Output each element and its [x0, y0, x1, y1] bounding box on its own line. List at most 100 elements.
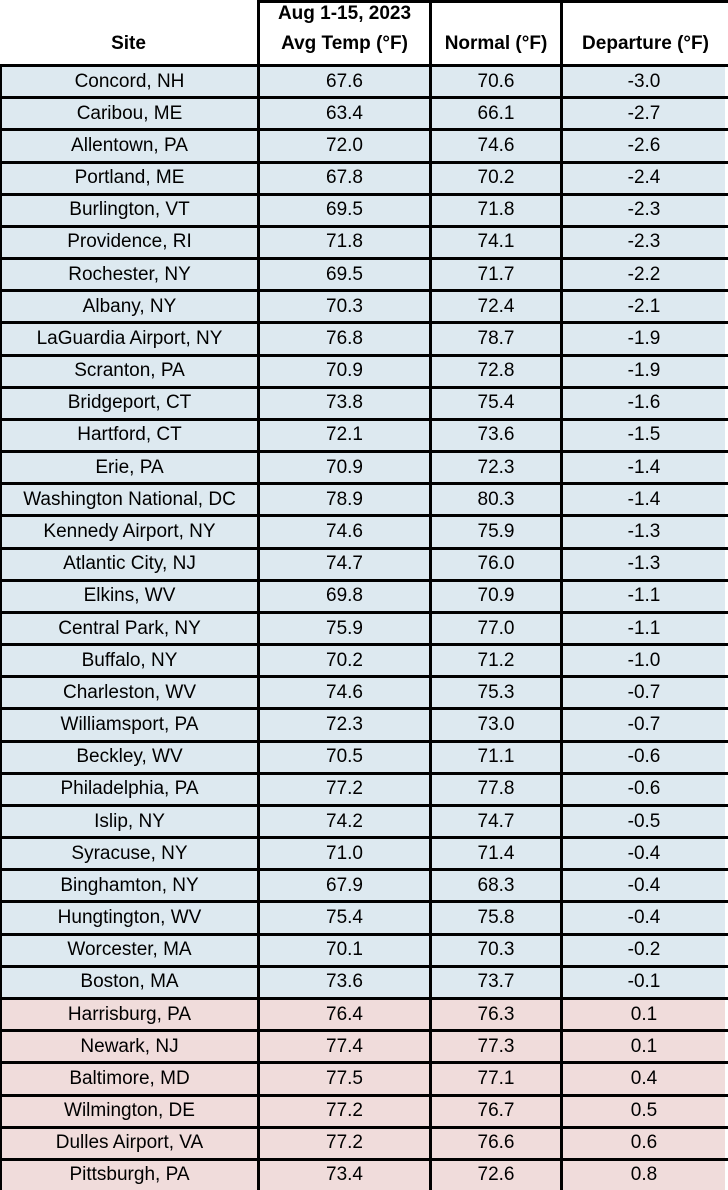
normal-cell: 75.4 — [432, 388, 563, 418]
normal-cell: 75.3 — [432, 678, 563, 708]
avg-temp-cell: 77.2 — [260, 1096, 432, 1126]
table-row: Charleston, WV 74.6 75.3 -0.7 — [2, 678, 728, 711]
site-cell: Syracuse, NY — [2, 839, 260, 869]
table-body: Concord, NH 67.6 70.6 -3.0 Caribou, ME 6… — [0, 67, 728, 1190]
departure-cell: -1.6 — [563, 388, 725, 418]
normal-cell: 77.1 — [432, 1064, 563, 1094]
site-cell: Hungtington, WV — [2, 903, 260, 933]
departure-cell: -0.4 — [563, 871, 725, 901]
site-cell: LaGuardia Airport, NY — [2, 324, 260, 354]
normal-cell: 68.3 — [432, 871, 563, 901]
site-cell: Providence, RI — [2, 227, 260, 258]
site-cell: Caribou, ME — [2, 99, 260, 129]
avg-temp-cell: 74.6 — [260, 678, 432, 708]
site-cell: Kennedy Airport, NY — [2, 517, 260, 547]
normal-header-label: Normal (°F) — [444, 33, 548, 54]
normal-cell: 76.6 — [432, 1128, 563, 1158]
normal-cell: 70.3 — [432, 935, 563, 965]
avg-temp-cell: 70.5 — [260, 742, 432, 772]
column-header-site: Site — [0, 0, 260, 67]
avg-temp-cell: 67.8 — [260, 163, 432, 193]
normal-cell: 72.3 — [432, 453, 563, 483]
column-header-avg-temp: Aug 1-15, 2023 Avg Temp (°F) — [260, 0, 432, 67]
table-row: Wilmington, DE 77.2 76.7 0.5 — [2, 1096, 728, 1129]
site-cell: Buffalo, NY — [2, 646, 260, 676]
departure-header-label: Departure (°F) — [582, 33, 709, 54]
normal-cell: 71.8 — [432, 195, 563, 225]
site-cell: Boston, MA — [2, 967, 260, 997]
normal-cell: 78.7 — [432, 324, 563, 354]
avg-temp-cell: 73.4 — [260, 1160, 432, 1190]
normal-cell: 71.1 — [432, 742, 563, 772]
avg-temp-cell: 74.6 — [260, 517, 432, 547]
avg-temp-cell: 71.0 — [260, 839, 432, 869]
table-row: Caribou, ME 63.4 66.1 -2.7 — [2, 99, 728, 132]
avg-temp-cell: 71.8 — [260, 227, 432, 258]
normal-cell: 75.9 — [432, 517, 563, 547]
site-cell: Elkins, WV — [2, 581, 260, 611]
site-cell: Atlantic City, NJ — [2, 549, 260, 579]
normal-cell: 74.1 — [432, 227, 563, 258]
table-row: Williamsport, PA 72.3 73.0 -0.7 — [2, 710, 728, 743]
table-row: Central Park, NY 75.9 77.0 -1.1 — [2, 613, 728, 647]
departure-cell: -3.0 — [563, 67, 725, 97]
table-row: Concord, NH 67.6 70.6 -3.0 — [2, 67, 728, 100]
site-cell: Portland, ME — [2, 163, 260, 193]
departure-cell: -0.7 — [563, 710, 725, 740]
site-cell: Scranton, PA — [2, 356, 260, 386]
departure-cell: -0.1 — [563, 967, 725, 997]
table-row: Rochester, NY 69.5 71.7 -2.2 — [2, 260, 728, 293]
table-row: Beckley, WV 70.5 71.1 -0.6 — [2, 742, 728, 775]
normal-cell: 73.6 — [432, 420, 563, 451]
departure-cell: -2.2 — [563, 260, 725, 290]
avg-temp-cell: 70.3 — [260, 292, 432, 322]
table-row: Dulles Airport, VA 77.2 76.6 0.6 — [2, 1128, 728, 1161]
site-cell: Beckley, WV — [2, 742, 260, 772]
avg-temp-cell: 76.4 — [260, 999, 432, 1030]
normal-cell: 66.1 — [432, 99, 563, 129]
normal-cell: 71.4 — [432, 839, 563, 869]
site-cell: Worcester, MA — [2, 935, 260, 965]
avg-temp-cell: 69.5 — [260, 195, 432, 225]
table-row: Syracuse, NY 71.0 71.4 -0.4 — [2, 839, 728, 872]
table-row: Providence, RI 71.8 74.1 -2.3 — [2, 227, 728, 261]
departure-cell: -1.3 — [563, 517, 725, 547]
table-row: Atlantic City, NJ 74.7 76.0 -1.3 — [2, 549, 728, 582]
departure-cell: -0.4 — [563, 903, 725, 933]
normal-cell: 73.0 — [432, 710, 563, 740]
departure-cell: -1.3 — [563, 549, 725, 579]
table-row: Scranton, PA 70.9 72.8 -1.9 — [2, 356, 728, 389]
avg-temp-cell: 69.5 — [260, 260, 432, 290]
table-row: Portland, ME 67.8 70.2 -2.4 — [2, 163, 728, 196]
site-cell: Newark, NJ — [2, 1032, 260, 1062]
table-row: Elkins, WV 69.8 70.9 -1.1 — [2, 581, 728, 614]
table-row: Islip, NY 74.2 74.7 -0.5 — [2, 806, 728, 840]
departure-cell: -0.5 — [563, 806, 725, 837]
avg-temp-cell: 72.0 — [260, 131, 432, 161]
normal-cell: 76.0 — [432, 549, 563, 579]
table-row: Buffalo, NY 70.2 71.2 -1.0 — [2, 646, 728, 679]
avg-temp-cell: 74.2 — [260, 806, 432, 837]
departure-cell: 0.1 — [563, 999, 725, 1030]
table-row: Bridgeport, CT 73.8 75.4 -1.6 — [2, 388, 728, 421]
table-row: Kennedy Airport, NY 74.6 75.9 -1.3 — [2, 517, 728, 550]
site-cell: Washington National, DC — [2, 485, 260, 515]
departure-cell: -0.6 — [563, 774, 725, 804]
table-row: Pittsburgh, PA 73.4 72.6 0.8 — [2, 1160, 728, 1190]
departure-cell: -0.6 — [563, 742, 725, 772]
table-row: Burlington, VT 69.5 71.8 -2.3 — [2, 195, 728, 228]
site-cell: Hartford, CT — [2, 420, 260, 451]
normal-cell: 74.7 — [432, 806, 563, 837]
site-cell: Dulles Airport, VA — [2, 1128, 260, 1158]
avg-temp-cell: 70.9 — [260, 453, 432, 483]
avg-temp-cell: 72.3 — [260, 710, 432, 740]
avg-temp-cell: 73.8 — [260, 388, 432, 418]
table-row: Erie, PA 70.9 72.3 -1.4 — [2, 453, 728, 486]
normal-cell: 73.7 — [432, 967, 563, 997]
avg-temp-cell: 67.9 — [260, 871, 432, 901]
normal-cell: 76.7 — [432, 1096, 563, 1126]
table-row: Harrisburg, PA 76.4 76.3 0.1 — [2, 999, 728, 1033]
table-row: Newark, NJ 77.4 77.3 0.1 — [2, 1032, 728, 1065]
departure-cell: -0.2 — [563, 935, 725, 965]
